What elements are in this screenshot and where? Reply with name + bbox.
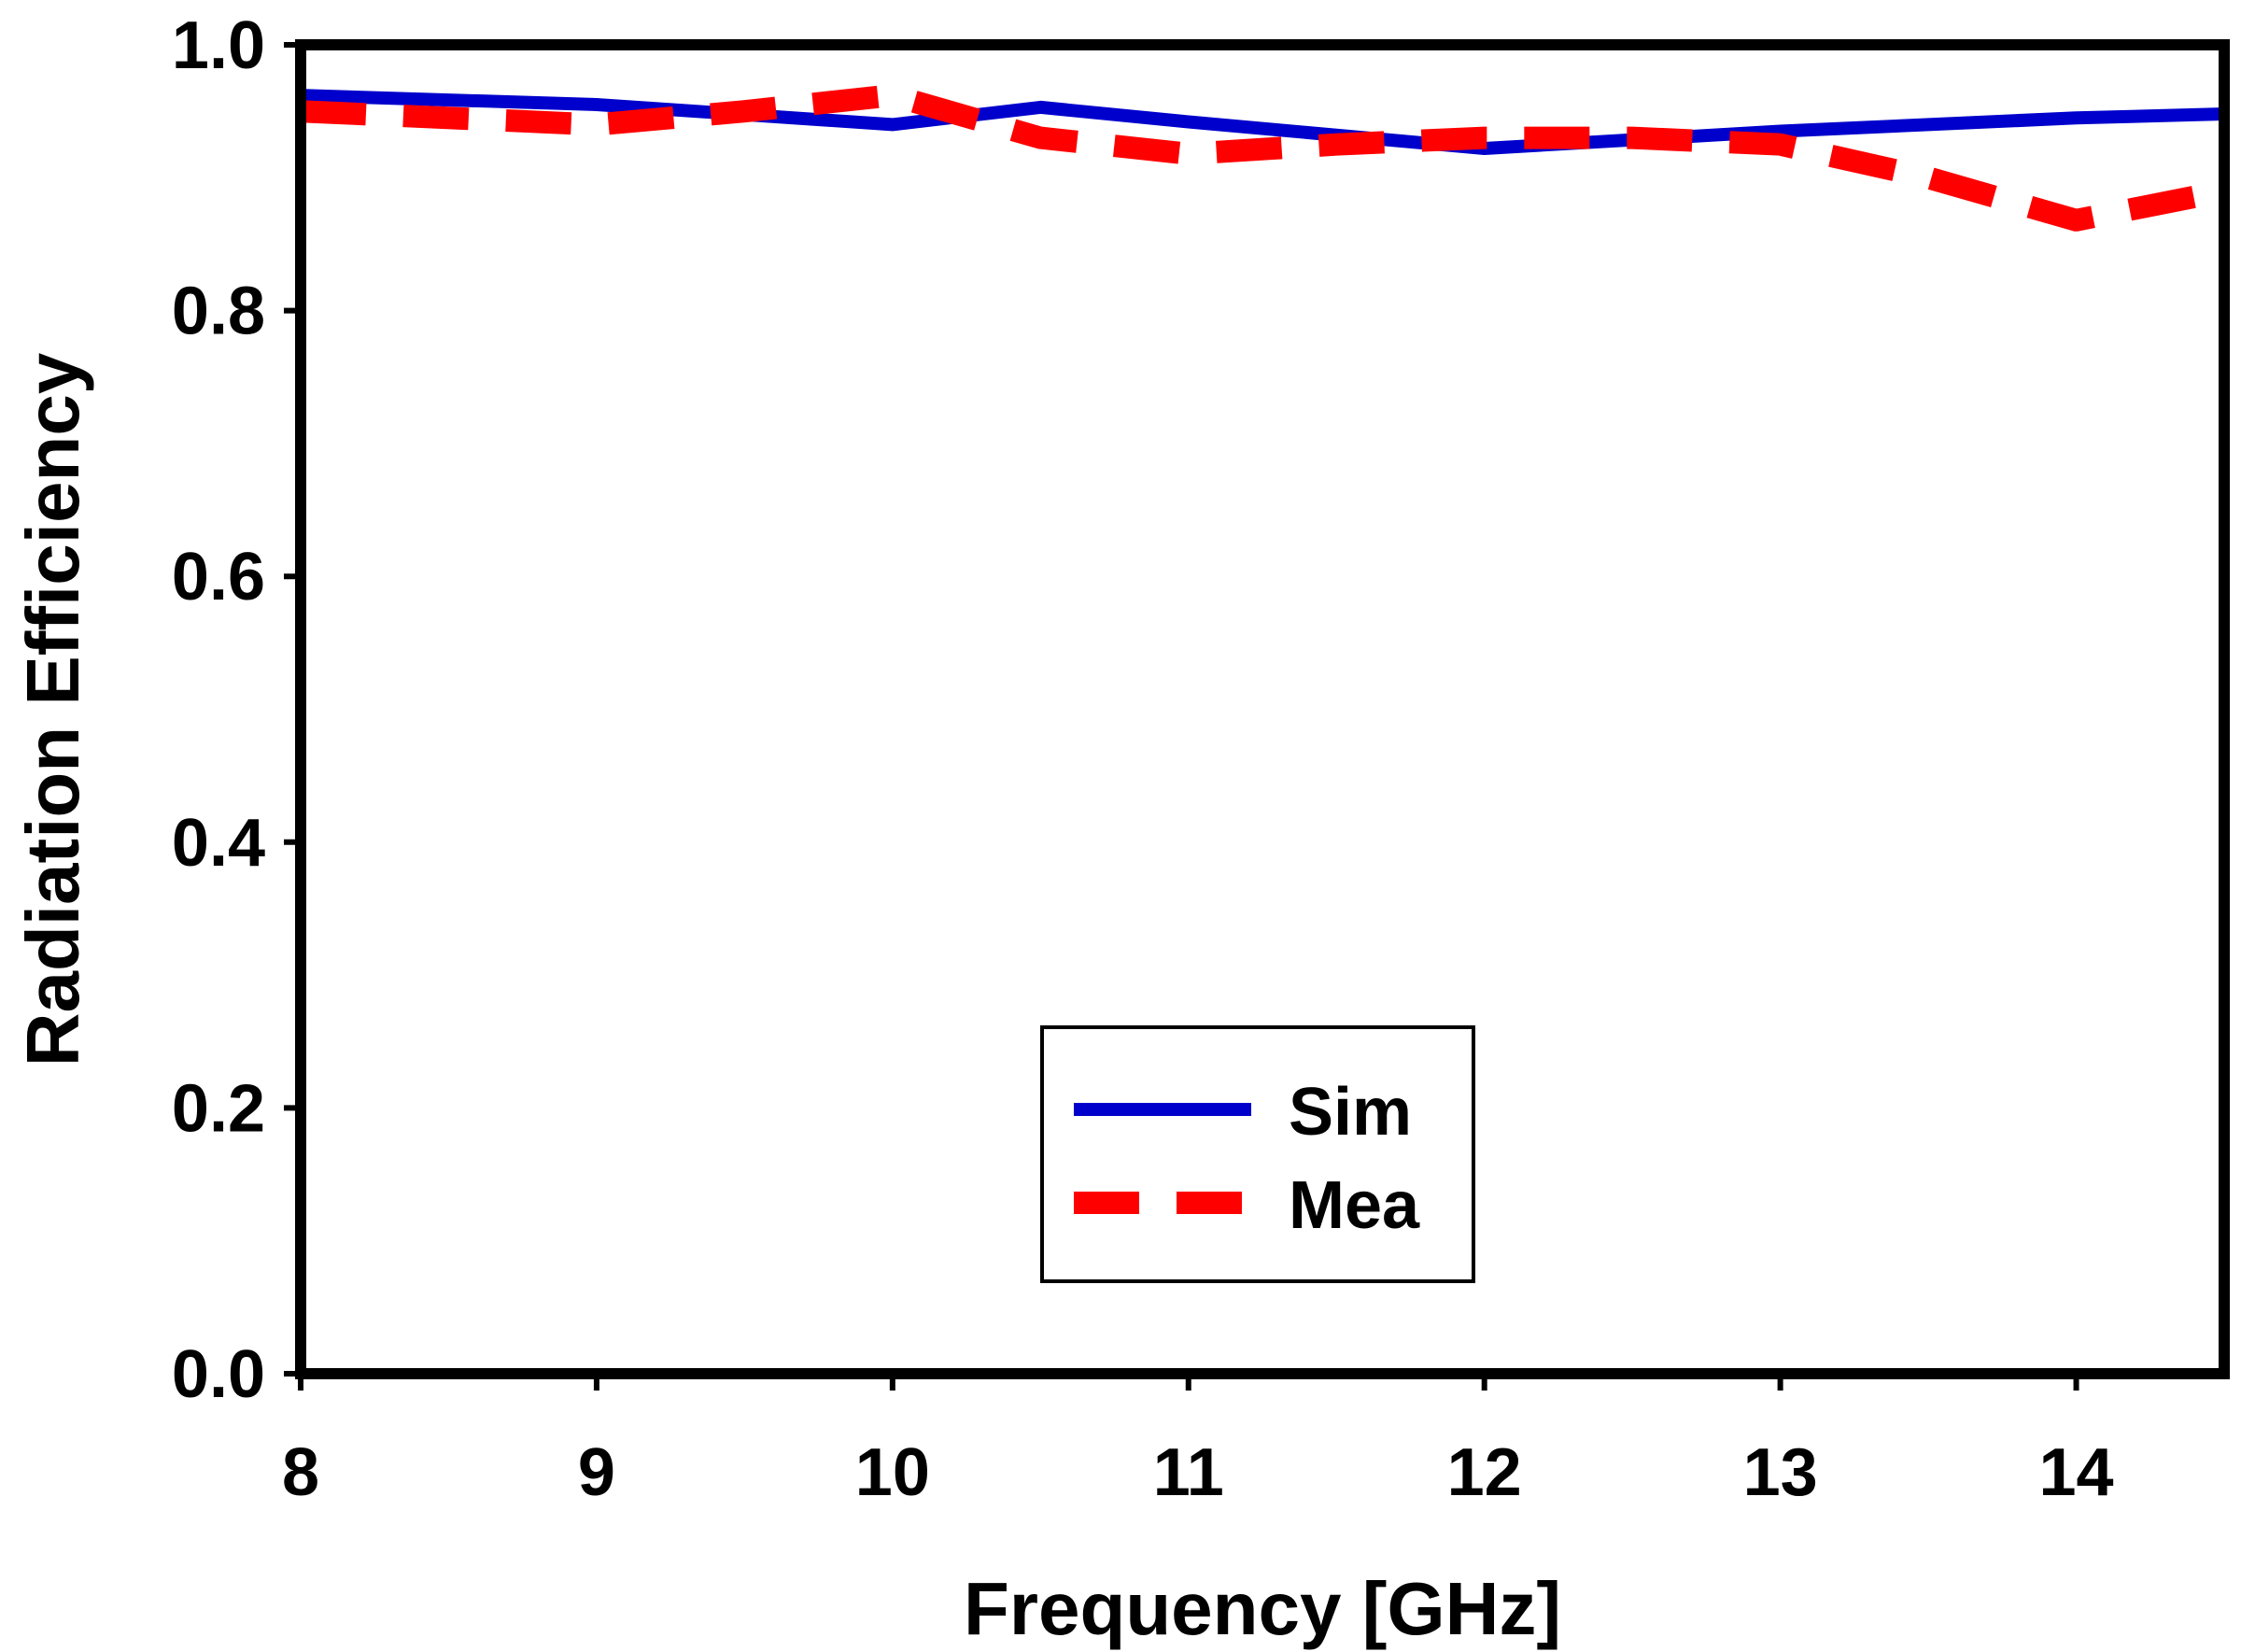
y-tick-label-0.6: 0.6	[172, 540, 265, 614]
series-layer	[300, 84, 2227, 232]
y-tick-label-0.2: 0.2	[172, 1071, 265, 1146]
x-tick-label-10: 10	[855, 1435, 930, 1510]
legend: Sim Mea	[1040, 1025, 1475, 1283]
y-tick-label-1.0: 1.0	[172, 8, 265, 83]
x-axis-label: Frequency [GHz]	[964, 1567, 1561, 1650]
x-tick-label-12: 12	[1447, 1435, 1522, 1510]
x-tick-label-8: 8	[282, 1435, 319, 1510]
x-tick-label-9: 9	[578, 1435, 615, 1510]
x-tick-label-11: 11	[1153, 1435, 1224, 1510]
legend-box	[1040, 1025, 1475, 1283]
y-tick-label-0.0: 0.0	[172, 1337, 265, 1412]
x-tick-label-14: 14	[2038, 1435, 2113, 1510]
legend-label-sim: Sim	[1289, 1075, 1412, 1150]
legend-label-mea: Mea	[1289, 1168, 1420, 1243]
plot-area-frame	[295, 39, 2230, 1379]
series-line-mea	[300, 84, 2227, 232]
y-tick-label-0.4: 0.4	[172, 806, 265, 881]
y-axis-label: Radiation Efficiency	[11, 352, 94, 1066]
ticks-layer: 8 9 10 11 12 13 14 0.0 0.2 0.4 0.6 0.8 1.0	[172, 8, 2114, 1510]
y-tick-label-0.8: 0.8	[172, 275, 265, 349]
x-tick-label-13: 13	[1743, 1435, 1818, 1510]
series-line-sim	[300, 89, 2225, 155]
